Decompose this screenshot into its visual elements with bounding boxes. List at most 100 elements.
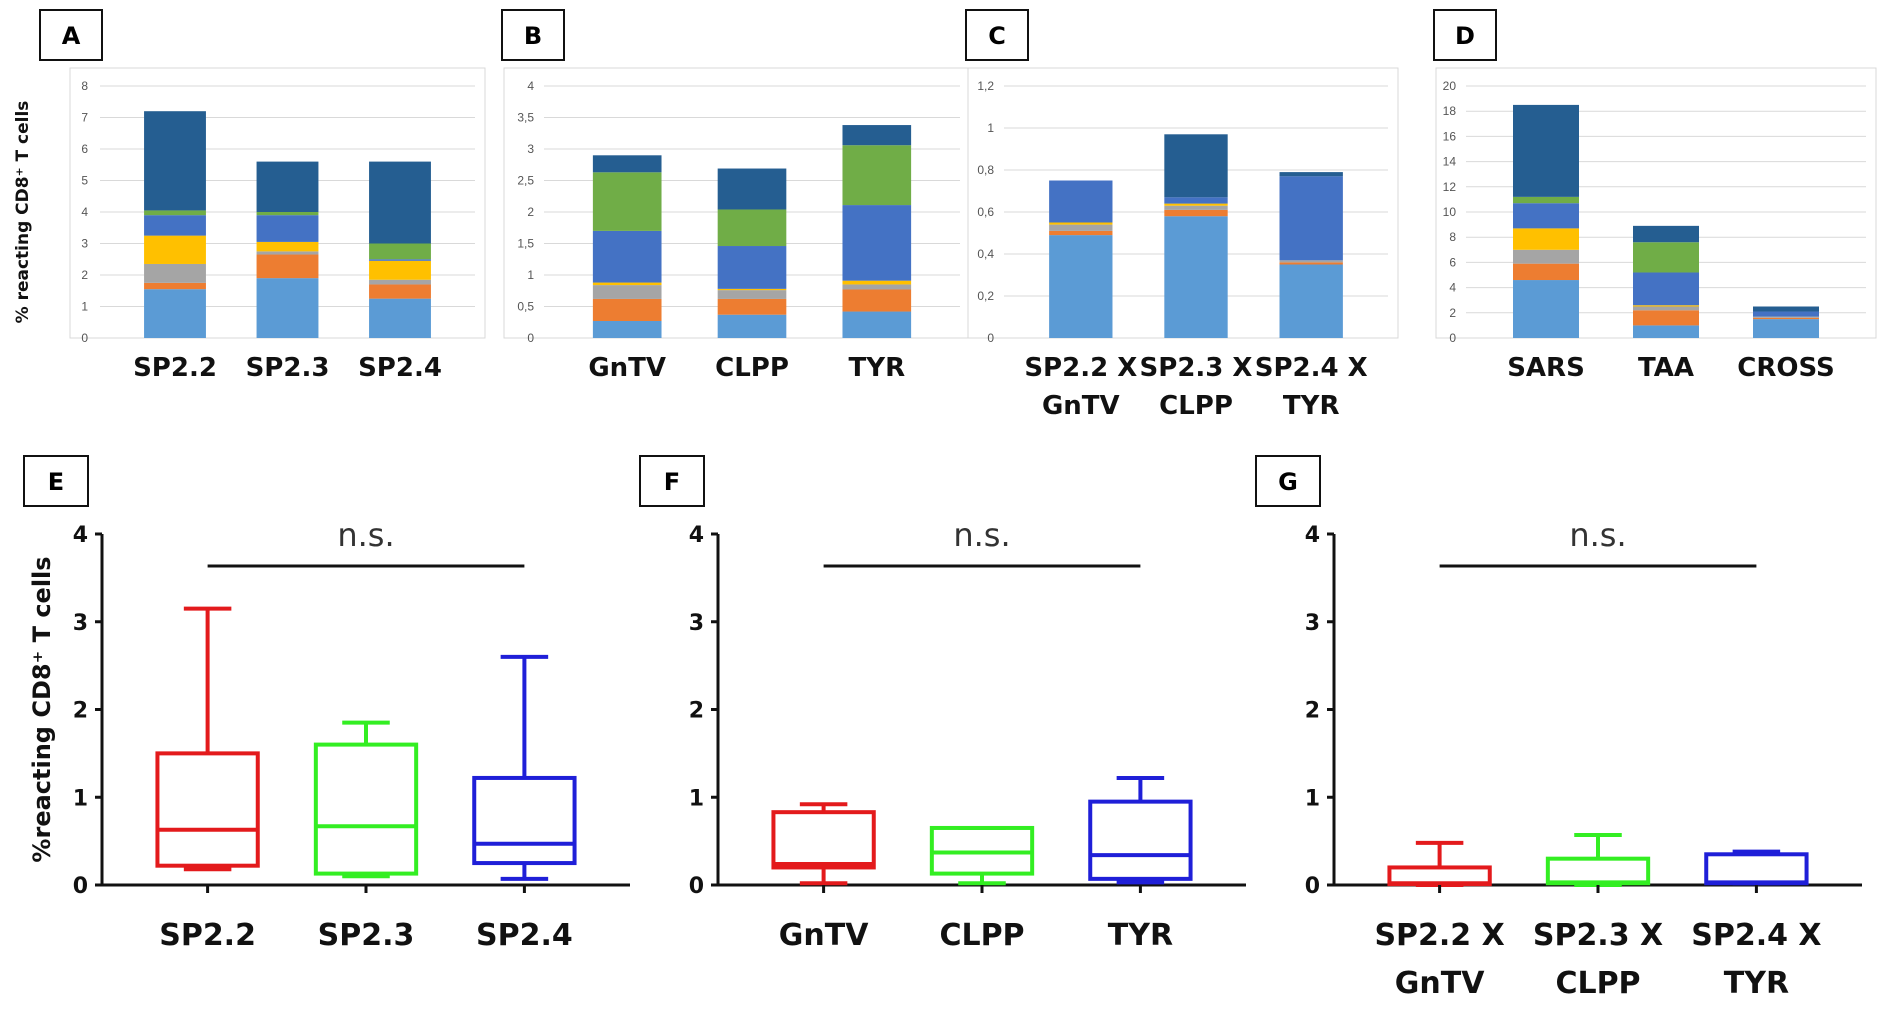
panel-label-text: G	[1278, 468, 1298, 496]
y-tick-label: 3	[73, 611, 88, 636]
y-tick-label: 4	[1305, 523, 1320, 548]
panel-label-box	[1255, 455, 1321, 507]
panel-label-box	[23, 455, 89, 507]
bar-segment	[1164, 205, 1228, 210]
y-tick-label: 4	[1449, 281, 1456, 295]
bar-segment	[1633, 242, 1699, 273]
bar-segment	[592, 282, 662, 286]
bar-segment	[1753, 311, 1819, 317]
bar-segment	[717, 298, 787, 315]
box-plot-g: 0 1 2 3 4 SP2.2 X GnTV SP2.3 X CLPP SP2.4 X TYR n.s…	[1305, 516, 1862, 1001]
panel-label-e: E	[23, 455, 89, 507]
bar-segment	[717, 209, 787, 247]
y-tick-label: 1	[527, 268, 534, 282]
bar-segment	[144, 210, 206, 216]
y-tick-label: 20	[1443, 79, 1457, 93]
x-category-label: SP2.2 X	[1374, 918, 1504, 953]
bar-segment	[842, 280, 912, 285]
box-iqr	[313, 742, 419, 876]
significance-label: n.s.	[337, 516, 394, 554]
y-tick-label: 0,4	[977, 247, 994, 261]
bar-segment	[369, 279, 431, 285]
y-tick-label: 1	[1305, 786, 1320, 811]
stacked-bar-chart-a: 0 1 2 3 4 5 6 7 8 SP2.2 SP2.3 SP2.4 % reacting CD8⁺ …	[13, 67, 486, 383]
y-tick-label: 4	[73, 523, 88, 548]
y-tick-label: 7	[81, 111, 88, 125]
bar-segment	[1049, 222, 1113, 225]
y-tick-label: 0	[73, 874, 88, 899]
bar-segment	[842, 311, 912, 338]
y-axis-label: % reacting CD8⁺ T cells	[13, 101, 33, 324]
bar-segment	[842, 205, 912, 281]
x-category-label: CLPP	[939, 918, 1024, 953]
x-category-label: SP2.2 X	[1024, 353, 1137, 383]
y-tick-label: 16	[1443, 129, 1457, 143]
panel-label-f: F	[639, 455, 705, 507]
panel-label-g: G	[1255, 455, 1321, 507]
x-category-label: GnTV	[588, 353, 666, 383]
x-category-label: GnTV	[1042, 391, 1120, 421]
bar-segment	[1513, 203, 1579, 229]
y-tick-label: 2	[81, 268, 88, 282]
box-iqr	[771, 810, 876, 870]
y-tick-label: 4	[81, 205, 88, 219]
y-tick-label: 4	[527, 79, 534, 93]
bar-segment	[1633, 305, 1699, 307]
box-3	[472, 654, 577, 881]
bar-segment	[1164, 197, 1228, 204]
box-3	[1088, 775, 1193, 885]
y-tick-label: 0	[1305, 874, 1320, 899]
bar-segment	[592, 298, 662, 321]
y-tick-label: 6	[81, 142, 88, 156]
x-category-label: SP2.4 X	[1691, 918, 1821, 953]
box-1	[771, 802, 876, 886]
y-tick-label: 0,5	[517, 300, 534, 314]
bar-segment	[144, 289, 206, 338]
y-tick-label: 10	[1443, 205, 1457, 219]
y-tick-label: 0	[987, 331, 994, 345]
panel-label-d: D	[1433, 9, 1497, 61]
bar-segment	[369, 260, 431, 280]
bar-segment	[256, 212, 319, 216]
bar-segment	[369, 259, 431, 261]
bar-segment	[1279, 176, 1343, 261]
bar-segment	[592, 155, 662, 173]
bar-segment	[1279, 262, 1343, 265]
y-tick-label: 4	[689, 523, 704, 548]
x-category-label: TYR	[1108, 918, 1173, 953]
y-tick-label: 0,2	[977, 289, 994, 303]
y-tick-label: 1	[73, 786, 88, 811]
panel-label-box	[501, 9, 565, 61]
bar-segment	[1049, 224, 1113, 231]
bar-segment	[144, 263, 206, 283]
box-3	[1704, 849, 1809, 886]
y-tick-label: 1,2	[977, 79, 994, 93]
bar-segment	[1513, 196, 1579, 204]
significance-label: n.s.	[1569, 516, 1626, 554]
bar-segment	[1633, 310, 1699, 326]
x-category-label: CROSS	[1737, 353, 1835, 383]
bar-segment	[144, 235, 206, 264]
bar-segment	[256, 254, 319, 279]
panel-label-text: D	[1455, 22, 1475, 50]
bar-segment	[1279, 172, 1343, 177]
y-tick-label: 1	[987, 121, 994, 135]
x-category-label: SP2.3 X	[1140, 353, 1253, 383]
panel-label-text: C	[988, 22, 1006, 50]
x-category-label: GnTV	[779, 918, 869, 953]
x-category-label: TAA	[1638, 353, 1694, 383]
y-tick-label: 14	[1443, 155, 1457, 169]
bar-segment	[369, 298, 431, 338]
y-tick-label: 2	[73, 699, 88, 724]
y-tick-label: 0	[689, 874, 704, 899]
bar-segment	[144, 282, 206, 290]
y-tick-label: 3	[1305, 611, 1320, 636]
box-1	[1387, 840, 1492, 887]
bar-segment	[717, 168, 787, 210]
bar-segment	[1049, 230, 1113, 236]
bar-segment	[1513, 104, 1579, 197]
bar-segment	[256, 278, 319, 338]
bar-segment	[369, 161, 431, 244]
bar-segment	[1513, 263, 1579, 281]
x-category-label: SP2.4 X	[1255, 353, 1368, 383]
